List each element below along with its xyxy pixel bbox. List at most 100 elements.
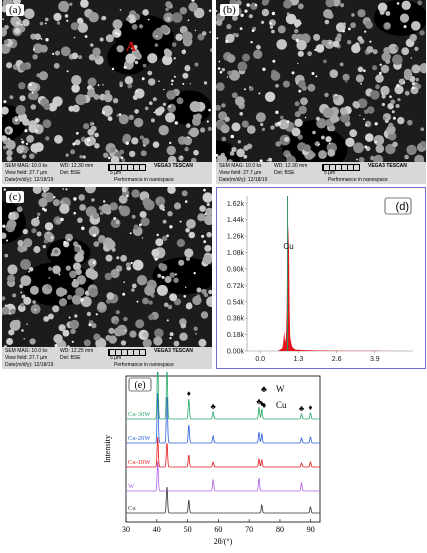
- sem-grain: [43, 316, 50, 322]
- peak-marker: ♣: [256, 397, 262, 406]
- sem-grain: [43, 103, 50, 110]
- sem-grain: [216, 19, 223, 26]
- sem-bright-particle: [403, 25, 407, 29]
- sem-bright-particle: [68, 238, 70, 241]
- sem-grain: [298, 105, 307, 115]
- sem-grain: [7, 264, 18, 275]
- sem-grain: [2, 27, 7, 37]
- sem-grain: [227, 70, 232, 76]
- sem-grain: [325, 0, 335, 8]
- sem-grain: [152, 97, 157, 102]
- y-tick-label: 0.00k: [227, 349, 245, 356]
- sem-grain: [32, 54, 38, 60]
- sem-grain: [115, 310, 120, 315]
- sem-grain: [71, 280, 80, 288]
- sem-grain: [407, 119, 413, 126]
- sem-bright-particle: [67, 345, 70, 347]
- sem-grain: [99, 211, 104, 215]
- sem-grain: [156, 284, 168, 296]
- sem-bright-particle: [314, 48, 317, 52]
- sem-grain: [377, 2, 388, 13]
- sem-bright-particle: [187, 136, 190, 139]
- sem-grain: [110, 155, 120, 162]
- region-marker: A: [126, 40, 137, 55]
- peak-marker: ♦: [260, 399, 264, 408]
- sem-grain: [247, 125, 256, 134]
- sem-bright-particle: [364, 145, 368, 149]
- sem-grain: [380, 85, 390, 96]
- sem-grain: [53, 249, 59, 254]
- sem-bright-particle: [153, 111, 156, 114]
- sem-grain: [151, 248, 160, 257]
- sem-grain: [261, 8, 270, 17]
- sem-grain: [80, 296, 92, 308]
- sem-brand: VEGA3 TESCAN: [368, 163, 407, 169]
- sem-bright-particle: [31, 91, 34, 94]
- sem-bright-particle: [335, 94, 338, 97]
- sem-grain: [38, 197, 48, 208]
- sem-grain: [8, 212, 17, 221]
- sem-grain: [129, 150, 136, 158]
- sem-grain: [87, 77, 97, 87]
- sem-grain: [216, 14, 223, 22]
- sem-grain: [241, 120, 249, 128]
- sem-grain: [118, 114, 129, 125]
- sem-bright-particle: [21, 329, 24, 332]
- sem-grain: [366, 106, 375, 114]
- sem-grain: [239, 112, 243, 116]
- sem-bright-particle: [130, 261, 133, 265]
- sem-grain: [115, 220, 120, 225]
- sem-grain: [385, 11, 391, 16]
- y-tick-label: 1.08k: [227, 250, 245, 257]
- sem-image-c: (c) SEM MAG: 10.0 kx WD: 12.25 mm View f…: [2, 187, 212, 369]
- x-tick-label: 2.6: [332, 356, 342, 363]
- sem-grain: [201, 31, 207, 36]
- sem-bright-particle: [54, 344, 58, 347]
- sem-grain: [27, 81, 38, 92]
- sem-bright-particle: [101, 111, 105, 114]
- sem-bright-particle: [364, 30, 367, 33]
- sem-grain: [19, 95, 26, 102]
- sem-grain: [198, 338, 207, 347]
- sem-grain: [19, 284, 24, 289]
- sem-bright-particle: [107, 156, 111, 160]
- sem-grain: [394, 85, 404, 95]
- sem-grain: [93, 241, 100, 247]
- sem-grain: [138, 24, 144, 29]
- sem-grain: [70, 22, 79, 31]
- spectrum-area: [247, 196, 413, 351]
- sem-grain: [19, 62, 28, 71]
- sem-grain: [409, 34, 417, 42]
- sem-bright-particle: [304, 116, 307, 119]
- sem-grain: [76, 94, 85, 103]
- sem-grain: [116, 256, 120, 260]
- sem-grain: [106, 298, 111, 304]
- sem-grain: [34, 118, 40, 123]
- sem-grain: [123, 316, 128, 322]
- xrd-pattern-panel: 30 40 50 60 70 80 90 2θ/(°) Intensity Cu W Cu-10W Cu…: [100, 353, 326, 548]
- sem-grain: [166, 145, 176, 156]
- sem-grain: [79, 204, 86, 211]
- sem-bright-particle: [32, 48, 35, 51]
- sem-grain: [14, 27, 21, 35]
- sem-grain: [93, 93, 100, 100]
- sem-bright-particle: [208, 108, 211, 112]
- sem-bright-particle: [44, 22, 47, 25]
- sem-grain: [342, 73, 350, 81]
- sem-bright-particle: [139, 223, 142, 227]
- sem-bright-particle: [28, 270, 30, 273]
- sem-bright-particle: [47, 232, 49, 234]
- sem-grain: [142, 297, 149, 305]
- sem-grain: [52, 305, 60, 313]
- sem-grain: [181, 49, 187, 55]
- sem-grain: [47, 313, 54, 320]
- sem-grain: [414, 46, 419, 51]
- sem-grain: [296, 39, 307, 51]
- sem-bright-particle: [9, 212, 12, 215]
- sem-grain: [372, 49, 378, 55]
- sem-grain: [7, 274, 16, 283]
- sem-view-field: View field: 27.7 µm: [5, 355, 48, 361]
- sem-grain: [370, 155, 375, 161]
- sem-grain: [329, 69, 339, 78]
- sem-bright-particle: [147, 18, 150, 21]
